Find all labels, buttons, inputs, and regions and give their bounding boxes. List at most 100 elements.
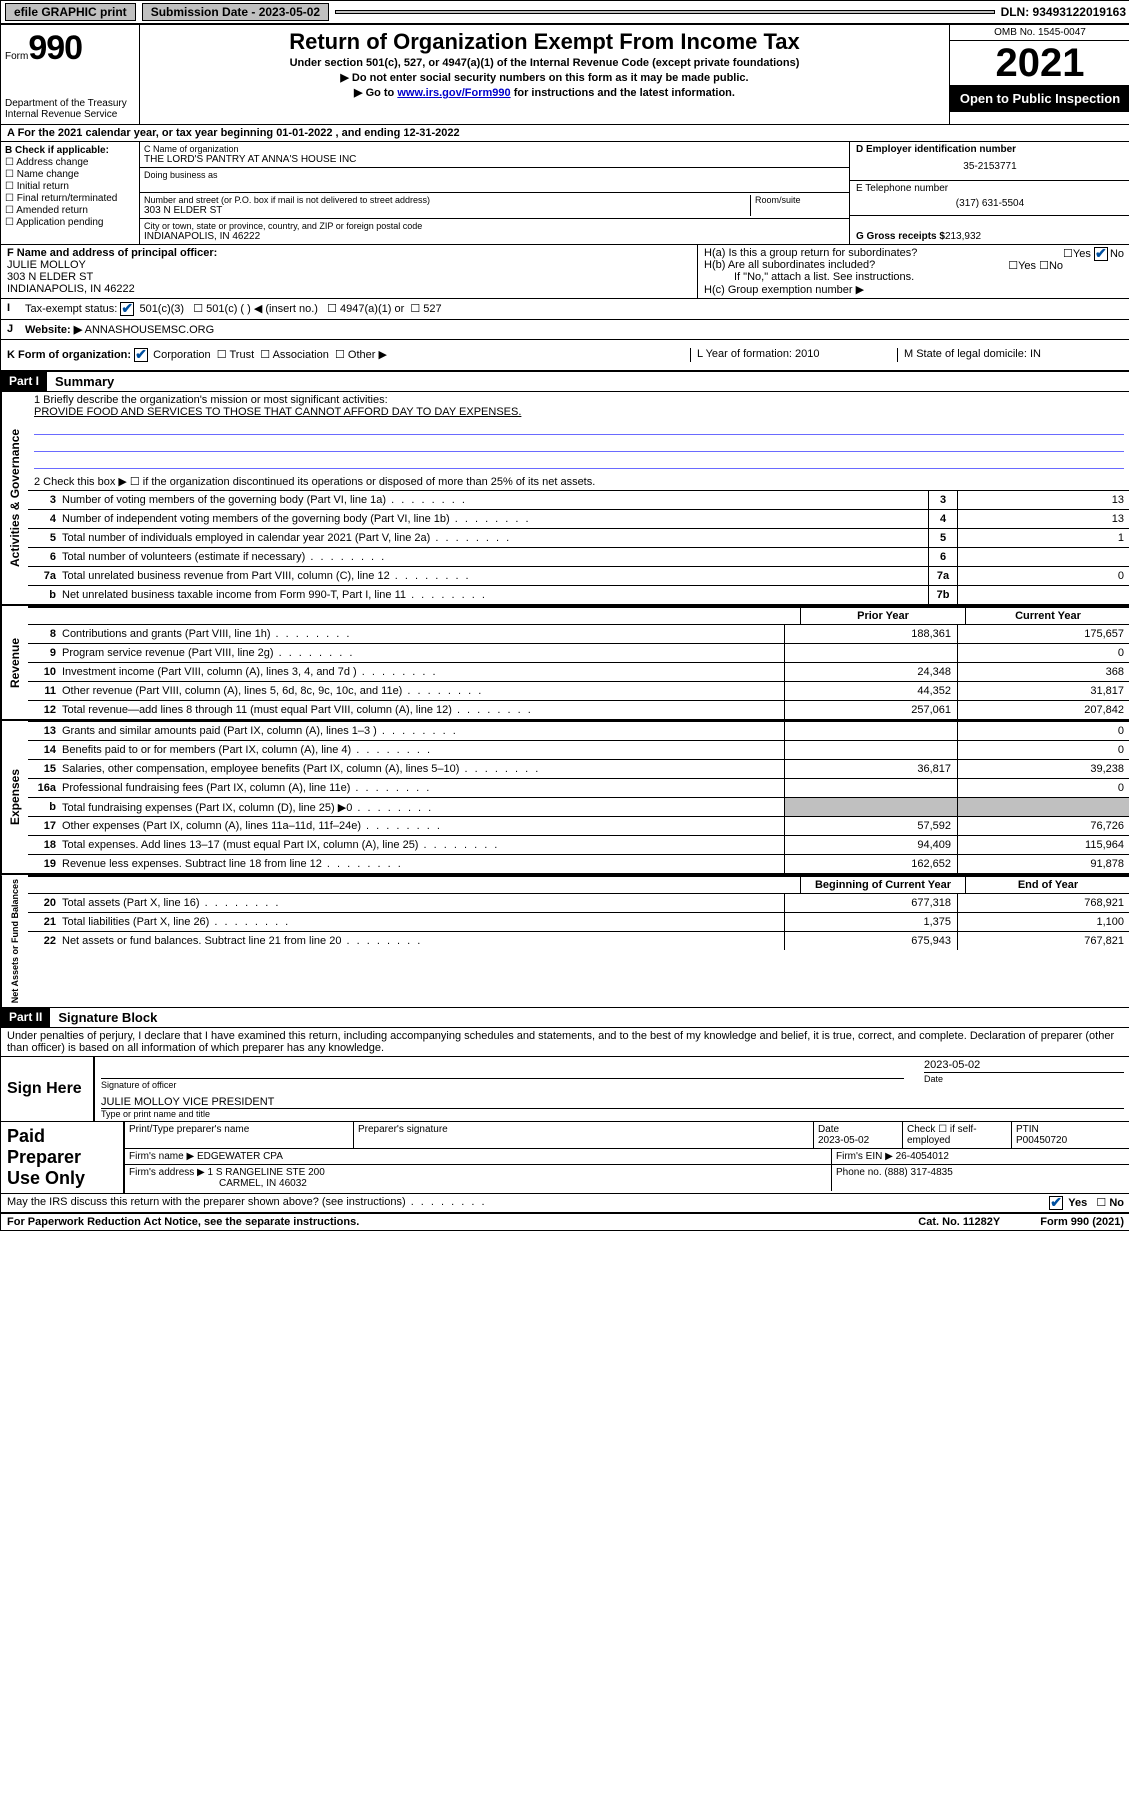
may-irs-yes[interactable] [1049, 1196, 1063, 1210]
prep-h3: Date [818, 1124, 839, 1135]
addr-label: Firm's address ▶ [129, 1167, 205, 1178]
b-title: B Check if applicable: [5, 145, 135, 156]
name-label: C Name of organization [144, 144, 845, 154]
row-fh: F Name and address of principal officer:… [1, 245, 1129, 299]
line-13: 13Grants and similar amounts paid (Part … [28, 721, 1129, 740]
addr1: 1 S RANGELINE STE 200 [208, 1167, 325, 1178]
dept: Department of the Treasury [5, 98, 135, 109]
header: Form990 Department of the Treasury Inter… [1, 25, 1129, 125]
k-o2: Trust [230, 349, 255, 361]
row-i: I Tax-exempt status: 501(c)(3) ☐ 501(c) … [1, 299, 1129, 320]
year-cell: OMB No. 1545-0047 2021 Open to Public In… [949, 25, 1129, 124]
gov-line-4: 4Number of independent voting members of… [28, 509, 1129, 528]
mission-text: PROVIDE FOOD AND SERVICES TO THOSE THAT … [34, 406, 1124, 418]
city-label: City or town, state or province, country… [144, 221, 845, 231]
k-o4: Other ▶ [348, 349, 387, 361]
may-irs-row: May the IRS discuss this return with the… [1, 1194, 1129, 1212]
cell-city: City or town, state or province, country… [140, 219, 849, 244]
line-11: 11Other revenue (Part VIII, column (A), … [28, 681, 1129, 700]
corp-checkbox[interactable] [134, 348, 148, 362]
hc: H(c) Group exemption number ▶ [704, 283, 1124, 296]
ha-no-checkbox[interactable] [1094, 247, 1108, 261]
gov-line-7a: 7aTotal unrelated business revenue from … [28, 566, 1129, 585]
vert-activities: Activities & Governance [1, 392, 28, 604]
line-20: 20Total assets (Part X, line 16)677,3187… [28, 893, 1129, 912]
phone: (317) 631-5504 [856, 194, 1124, 213]
blank-bar [335, 10, 994, 14]
prep-date: 2023-05-02 [818, 1135, 869, 1146]
part1-header: Part I Summary [1, 372, 1129, 392]
may-irs-text: May the IRS discuss this return with the… [7, 1196, 487, 1210]
h-note: If "No," attach a list. See instructions… [704, 271, 1124, 283]
efile-btn[interactable]: efile GRAPHIC print [5, 3, 136, 21]
row-l: L Year of formation: 2010 [690, 348, 897, 362]
ein: 35-2153771 [856, 155, 1124, 178]
ha: H(a) Is this a group return for subordin… [704, 247, 1124, 259]
col-d: D Employer identification number 35-2153… [849, 142, 1129, 244]
prep-label: Paid Preparer Use Only [1, 1122, 123, 1193]
b-item-1: ☐ Name change [5, 169, 135, 180]
section-bcd: B Check if applicable: ☐ Address change … [1, 142, 1129, 245]
b-item-0: ☐ Address change [5, 157, 135, 168]
prep-h5: PTIN [1016, 1124, 1039, 1135]
subtitle1: Under section 501(c), 527, or 4947(a)(1)… [146, 57, 943, 69]
b-item-5: ☐ Application pending [5, 217, 135, 228]
officer-city: INDIANAPOLIS, IN 46222 [7, 283, 691, 295]
prep-r1: Print/Type preparer's name Preparer's si… [125, 1122, 1129, 1149]
revenue-lines: Prior Year Current Year 8Contributions a… [28, 606, 1129, 719]
line-19: 19Revenue less expenses. Subtract line 1… [28, 854, 1129, 873]
addr2: CARMEL, IN 46032 [219, 1178, 307, 1189]
row-j: J Website: ▶ ANNASHOUSEMSC.ORG [1, 320, 1129, 340]
mission-block: 1 Briefly describe the organization's mi… [28, 392, 1129, 473]
sign-here-label: Sign Here [1, 1057, 93, 1121]
prep-phone-label: Phone no. [836, 1167, 882, 1178]
gov-line-7b: bNet unrelated business taxable income f… [28, 585, 1129, 604]
k-label: K Form of organization: [7, 349, 131, 361]
irs-link[interactable]: www.irs.gov/Form990 [397, 87, 510, 99]
i-o2: 501(c) ( ) ◀ (insert no.) [206, 303, 318, 315]
form-number: 990 [28, 29, 82, 67]
topbar: efile GRAPHIC print Submission Date - 20… [1, 1, 1129, 25]
prep-r3: Firm's address ▶ 1 S RANGELINE STE 200 C… [125, 1165, 1129, 1191]
row-m: M State of legal domicile: IN [897, 348, 1124, 362]
typed-label: Type or print name and title [101, 1109, 1124, 1119]
prep-r2: Firm's name ▶ EDGEWATER CPA Firm's EIN ▶… [125, 1149, 1129, 1165]
subtitle2: ▶ Do not enter social security numbers o… [146, 71, 943, 84]
line-14: 14Benefits paid to or for members (Part … [28, 740, 1129, 759]
b-item-2: ☐ Initial return [5, 181, 135, 192]
501c3-checkbox[interactable] [120, 302, 134, 316]
sign-block: Sign Here Signature of officer 2023-05-0… [1, 1057, 1129, 1122]
form-prefix: Form [5, 51, 28, 62]
subtitle3: ▶ Go to www.irs.gov/Form990 for instruct… [146, 86, 943, 99]
net-lines: Beginning of Current Year End of Year 20… [28, 875, 1129, 1007]
gov-line-3: 3Number of voting members of the governi… [28, 490, 1129, 509]
prep-h2: Preparer's signature [354, 1122, 814, 1148]
prior-year-hdr: Prior Year [800, 608, 965, 624]
preparer-block: Paid Preparer Use Only Print/Type prepar… [1, 1122, 1129, 1194]
row-f: F Name and address of principal officer:… [1, 245, 697, 298]
gov-section: Activities & Governance 1 Briefly descri… [1, 392, 1129, 606]
street-label: Number and street (or P.O. box if mail i… [144, 195, 746, 205]
gross: 213,932 [945, 231, 981, 242]
part2-header: Part II Signature Block [1, 1008, 1129, 1028]
gov-line-5: 5Total number of individuals employed in… [28, 528, 1129, 547]
line-15: 15Salaries, other compensation, employee… [28, 759, 1129, 778]
tax-year: 2021 [950, 41, 1129, 85]
f-label: F Name and address of principal officer: [7, 247, 691, 259]
col-c: C Name of organization THE LORD'S PANTRY… [140, 142, 849, 244]
footer-right: Form 990 (2021) [1040, 1216, 1124, 1228]
i-o4: 527 [423, 303, 441, 315]
line-10: 10Investment income (Part VIII, column (… [28, 662, 1129, 681]
form-cell: Form990 Department of the Treasury Inter… [1, 25, 140, 124]
part1-title: Summary [47, 372, 122, 391]
mission-label: 1 Briefly describe the organization's mi… [34, 394, 1124, 406]
line-8: 8Contributions and grants (Part VIII, li… [28, 624, 1129, 643]
sub3-pre: ▶ Go to [354, 87, 397, 99]
ptin: P00450720 [1016, 1135, 1067, 1146]
penalties: Under penalties of perjury, I declare th… [1, 1028, 1129, 1057]
part1-label: Part I [1, 372, 47, 391]
dba-label: Doing business as [144, 170, 845, 180]
submission-btn[interactable]: Submission Date - 2023-05-02 [142, 3, 329, 21]
vert-revenue: Revenue [1, 606, 28, 719]
website: ANNASHOUSEMSC.ORG [85, 324, 215, 336]
